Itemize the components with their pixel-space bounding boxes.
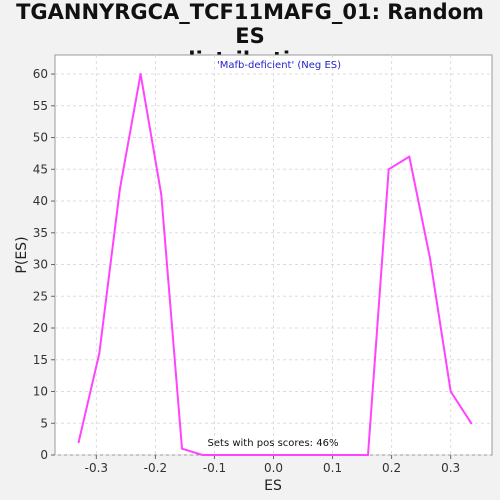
x-tick-label: 0.3: [441, 461, 460, 475]
y-tick-label: 25: [33, 289, 48, 303]
data-point: [449, 390, 452, 393]
x-tick-label: 0.2: [382, 461, 401, 475]
data-point: [160, 193, 163, 196]
data-point: [77, 441, 80, 444]
y-tick-label: 40: [33, 194, 48, 208]
data-point: [304, 454, 307, 456]
y-tick-label: 55: [33, 99, 48, 113]
y-axis-label: P(ES): [14, 236, 30, 273]
y-tick-label: 5: [40, 416, 48, 430]
x-axis-label: ES: [264, 478, 282, 494]
data-point: [470, 422, 473, 425]
y-tick-label: 35: [33, 226, 48, 240]
series-line: [77, 73, 473, 456]
chart-title-line1: TGANNYRGCA_TCF11MAFG_01: Random ES: [16, 0, 484, 48]
y-tick-label: 20: [33, 321, 48, 335]
data-point: [201, 454, 204, 456]
y-tick-label: 10: [33, 385, 48, 399]
data-point: [366, 454, 369, 456]
annotation-pos-scores: Sets with pos scores: 46%: [208, 438, 339, 449]
series-layer: [77, 73, 473, 456]
y-tick-label: 45: [33, 162, 48, 176]
x-tick-label: -0.3: [85, 461, 108, 475]
data-point: [222, 454, 225, 456]
grid-layer: [55, 55, 492, 456]
data-point: [408, 155, 411, 158]
y-tick-label: 15: [33, 353, 48, 367]
y-tick-label: 30: [33, 258, 48, 272]
data-point: [284, 454, 287, 456]
y-tick-label: 50: [33, 131, 48, 145]
annotation-subtitle: 'Mafb-deficient' (Neg ES): [217, 60, 341, 71]
data-point: [346, 454, 349, 456]
data-point: [263, 454, 266, 456]
x-tick-label: -0.2: [144, 461, 167, 475]
data-point: [387, 168, 390, 171]
y-tick-label: 60: [33, 67, 48, 81]
data-point: [428, 257, 431, 260]
x-tick-label: 0.1: [323, 461, 342, 475]
data-point: [325, 454, 328, 456]
data-point: [242, 454, 245, 456]
data-point: [139, 73, 142, 76]
y-tick-label: 0: [40, 448, 48, 462]
x-tick-label: -0.1: [203, 461, 226, 475]
x-tick-label: 0.0: [264, 461, 283, 475]
data-point: [118, 187, 121, 190]
tick-layer: -0.3 -0.2 -0.1 0.0 0.1 0.2 0.3 0 5 10 15 20 25 30 35 40…: [33, 67, 460, 475]
data-point: [180, 447, 183, 450]
data-point: [98, 352, 101, 355]
